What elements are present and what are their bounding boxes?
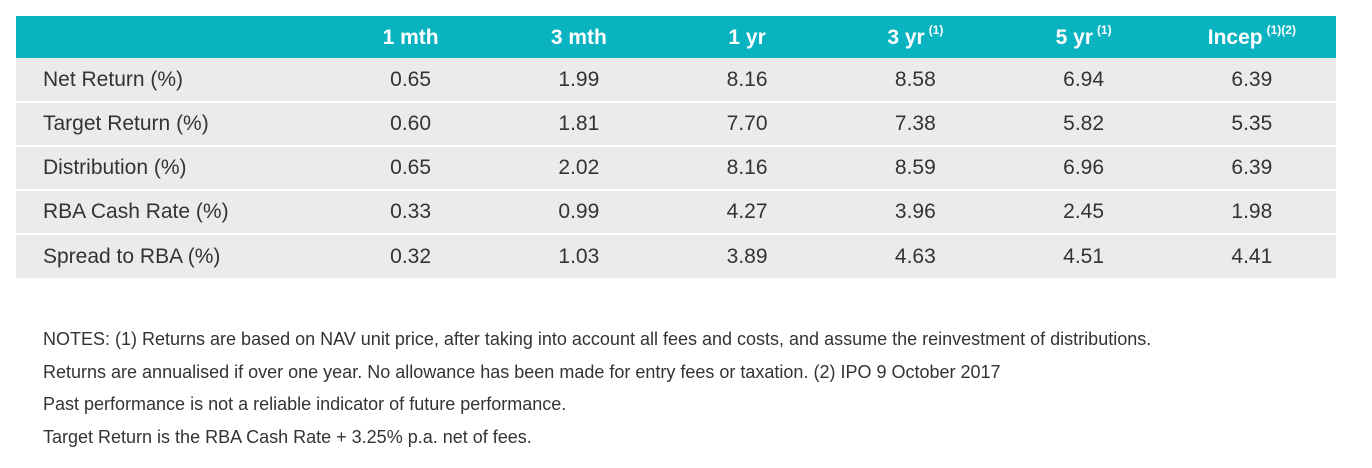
table-cell: 8.16 (662, 145, 832, 190)
row-label: RBA Cash Rate (%) (16, 189, 327, 234)
table-row-target-return: Target Return (%) 0.60 1.81 7.70 7.38 5.… (16, 101, 1336, 146)
header-empty-cell (16, 16, 326, 58)
table-row-rba-cash-rate: RBA Cash Rate (%) 0.33 0.99 4.27 3.96 2.… (16, 189, 1336, 234)
row-label: Spread to RBA (%) (16, 233, 327, 278)
table-cell: 0.32 (326, 233, 495, 278)
table-cell: 6.39 (1231, 67, 1273, 91)
table-row-net-return: Net Return (%) 0.65 1.99 8.16 8.58 6.94 … (16, 58, 1336, 102)
table-cell: 1.03 (494, 233, 663, 278)
table-cell: 4.27 (662, 189, 832, 234)
row-label: Net Return (%) (43, 67, 184, 91)
table-cell: 7.38 (831, 101, 1000, 146)
table-cell: 8.16 (726, 67, 768, 91)
table-cell: 3.96 (831, 189, 1000, 234)
table-cell: 0.60 (326, 101, 495, 146)
note-line: Target Return is the RBA Cash Rate + 3.2… (43, 426, 532, 447)
table-cell: 0.99 (494, 189, 663, 234)
table-cell: 4.51 (999, 233, 1168, 278)
table-cell: 5.82 (999, 101, 1168, 146)
table-cell: 1.81 (494, 101, 663, 146)
footnote-marker: (1) (1096, 22, 1112, 37)
note-line: Past performance is not a reliable indic… (43, 394, 567, 414)
note-line: NOTES: (1) Returns are based on NAV unit… (43, 329, 1152, 349)
table-cell: 6.96 (999, 145, 1168, 190)
column-header-incep: Incep (1)(2) (1207, 22, 1296, 49)
table-cell: 4.41 (1167, 233, 1336, 278)
table-cell: 8.58 (894, 67, 936, 91)
table-row-spread-to-rba: Spread to RBA (%) 0.32 1.03 3.89 4.63 4.… (16, 233, 1336, 278)
table-cell: 2.02 (494, 145, 663, 190)
table-cell: 1.99 (558, 67, 600, 91)
table-cell: 2.45 (999, 189, 1168, 234)
footnote-marker: (1) (928, 22, 944, 37)
table-cell: 3.89 (662, 233, 832, 278)
table-cell: 7.70 (662, 101, 832, 146)
column-header-1-yr: 1 yr (728, 25, 766, 49)
column-header-3-yr: 3 yr (1) (887, 22, 944, 49)
table-cell: 6.39 (1167, 145, 1336, 190)
note-line: Returns are annualised if over one year.… (43, 361, 1001, 382)
table-row-distribution: Distribution (%) 0.65 2.02 8.16 8.59 6.9… (16, 145, 1336, 190)
table-cell: 1.98 (1167, 189, 1336, 234)
row-label: Distribution (%) (16, 145, 327, 190)
column-header-5-yr: 5 yr (1) (1055, 22, 1112, 49)
performance-table: 1 mth 3 mth 1 yr 3 yr (1) 5 yr (1) Incep (1… (16, 16, 1336, 278)
column-header-3-mth: 3 mth (550, 25, 607, 49)
notes-block: NOTES: (1) Returns are based on NAV unit… (43, 323, 1343, 453)
table-cell: 0.65 (326, 145, 495, 190)
table-cell: 0.65 (390, 67, 432, 91)
table-cell: 8.59 (831, 145, 1000, 190)
row-label: Target Return (%) (16, 101, 327, 146)
table-header-row: 1 mth 3 mth 1 yr 3 yr (1) 5 yr (1) Incep (1… (16, 16, 1336, 58)
column-header-1-mth: 1 mth (382, 25, 439, 49)
table-cell: 4.63 (831, 233, 1000, 278)
table-cell: 5.35 (1167, 101, 1336, 146)
table-cell: 0.33 (326, 189, 495, 234)
table-cell: 6.94 (1063, 67, 1105, 91)
footnote-marker: (1)(2) (1266, 22, 1296, 37)
